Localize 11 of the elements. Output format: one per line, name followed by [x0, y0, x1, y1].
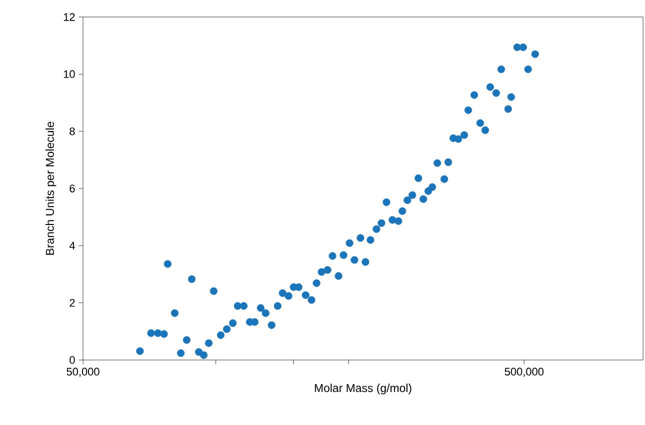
y-tick-label: 12 — [64, 13, 75, 21]
y-tick-label: 0 — [70, 356, 75, 364]
x-axis-title: Molar Mass (g/mol) — [314, 384, 412, 394]
y-axis-title: Branch Units per Molecule — [46, 122, 56, 255]
y-tick-label: 6 — [70, 184, 75, 192]
y-tick-label: 8 — [70, 127, 75, 136]
x-tick-label: 500,000 — [504, 368, 544, 377]
y-tick-label: 10 — [64, 70, 75, 78]
x-tick-label: 50,000 — [66, 368, 100, 377]
y-tick-label: 2 — [70, 299, 75, 307]
y-tick-label: 4 — [69, 242, 75, 250]
